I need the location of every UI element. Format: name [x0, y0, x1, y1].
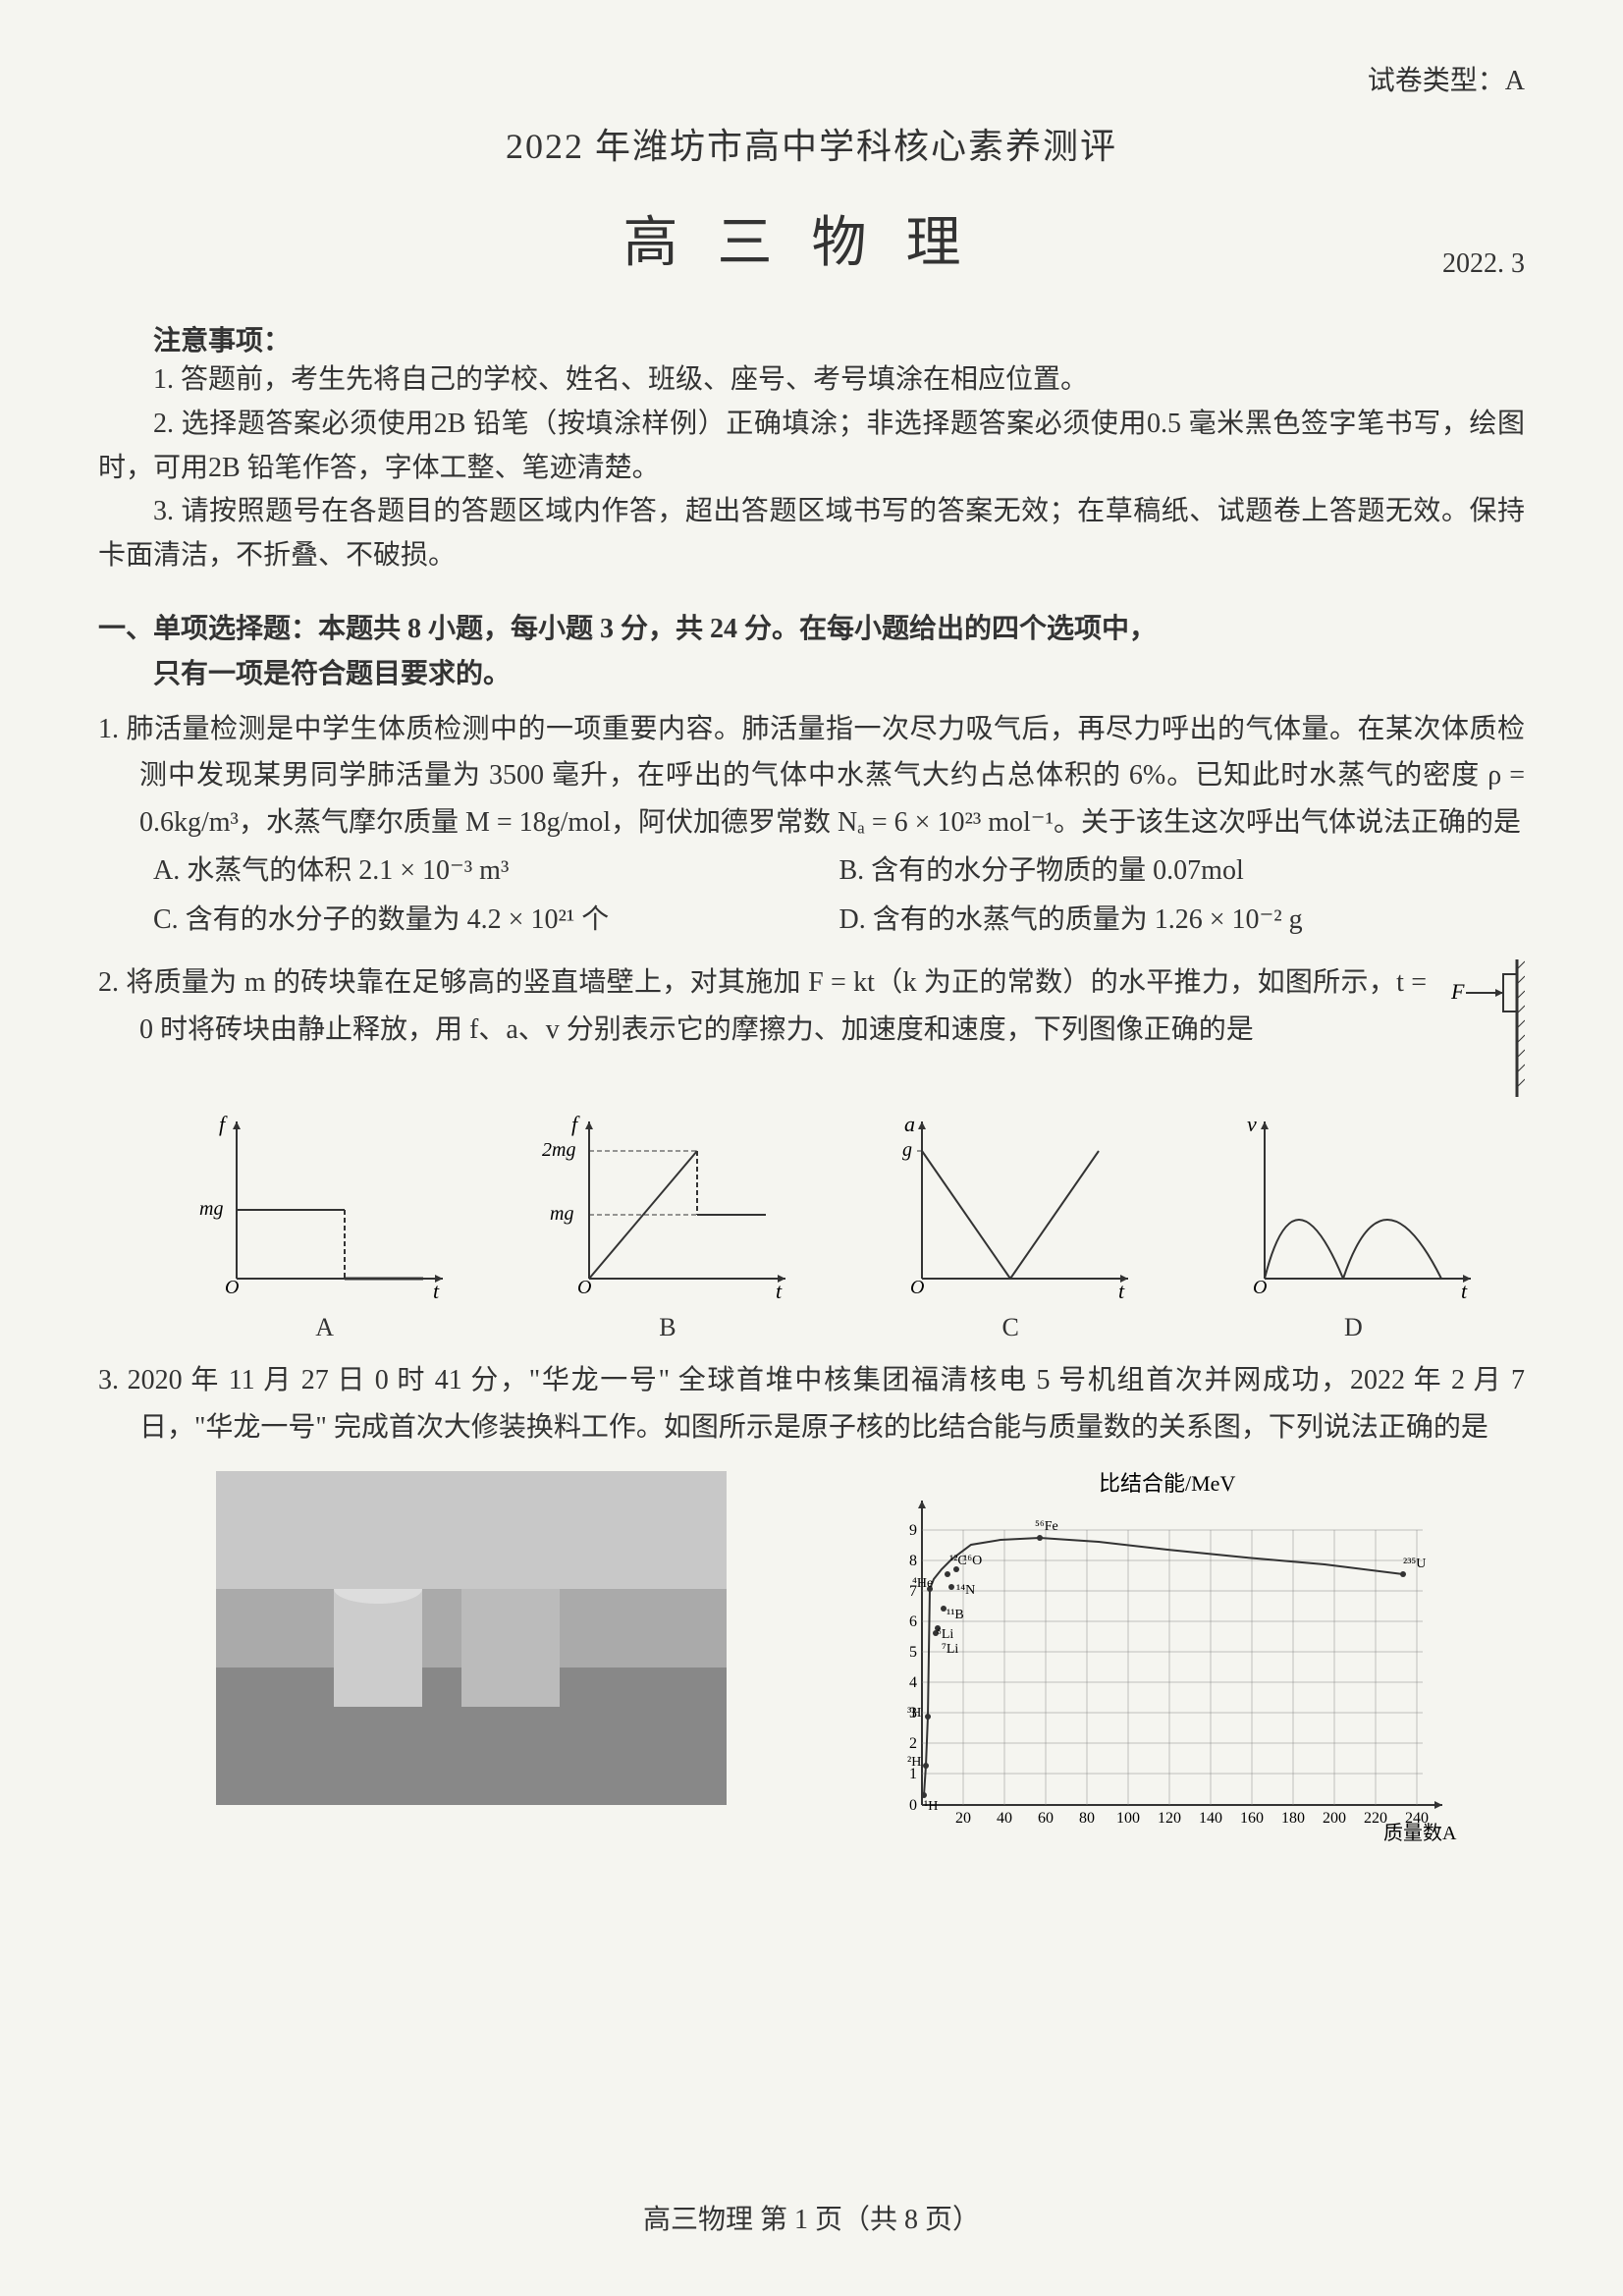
svg-text:120: 120 [1158, 1810, 1181, 1827]
svg-text:t: t [433, 1279, 440, 1303]
svg-text:t: t [1118, 1279, 1125, 1303]
svg-text:⁶Li: ⁶Li [937, 1627, 953, 1642]
svg-text:¹⁴N: ¹⁴N [956, 1583, 975, 1598]
notice-item-3: 3. 请按照题号在各题目的答题区域内作答，超出答题区域书写的答案无效；在草稿纸、… [98, 490, 1525, 578]
svg-text:60: 60 [1038, 1810, 1054, 1827]
svg-text:t: t [1461, 1279, 1468, 1303]
svg-text:6: 6 [909, 1613, 917, 1630]
q1-option-a: A. 水蒸气的体积 2.1 × 10⁻³ m³ [153, 847, 839, 896]
main-title: 2022 年潍坊市高中学科核心素养测评 [98, 118, 1525, 169]
page-footer: 高三物理 第 1 页（共 8 页） [0, 2198, 1623, 2237]
graph-b: f t O 2mg mg B [540, 1112, 795, 1342]
q1-option-c: C. 含有的水分子的数量为 4.2 × 10²¹ 个 [153, 896, 839, 945]
binding-energy-chart: 比结合能/MeV [853, 1471, 1462, 1844]
svg-text:4: 4 [909, 1674, 917, 1691]
svg-text:140: 140 [1199, 1810, 1222, 1827]
svg-text:40: 40 [997, 1810, 1012, 1827]
svg-text:t: t [776, 1279, 783, 1303]
q3-figures: 比结合能/MeV [98, 1471, 1525, 1844]
question-3: 3. 2020 年 11 月 27 日 0 时 41 分，"华龙一号" 全球首堆… [98, 1357, 1525, 1450]
graph-a-label: A [197, 1313, 453, 1342]
graph-c-label: C [883, 1313, 1138, 1342]
notice-item-2: 2. 选择题答案必须使用2B 铅笔（按填涂样例）正确填涂；非选择题答案必须使用0… [98, 403, 1525, 491]
q1-options-row2: C. 含有的水分子的数量为 4.2 × 10²¹ 个 D. 含有的水蒸气的质量为… [98, 896, 1525, 945]
svg-text:¹H: ¹H [924, 1799, 938, 1814]
section-1-header-line2: 只有一项是符合题目要求的。 [98, 652, 1525, 691]
graph-a: f t O mg A [197, 1112, 453, 1342]
chart-xlabel: 质量数A [1383, 1822, 1457, 1844]
svg-text:⁵⁶Fe: ⁵⁶Fe [1035, 1519, 1058, 1534]
chart-ylabel: 比结合能/MeV [1099, 1471, 1235, 1496]
svg-text:f: f [571, 1112, 580, 1136]
svg-text:²³⁵U: ²³⁵U [1403, 1557, 1426, 1571]
svg-text:160: 160 [1240, 1810, 1264, 1827]
svg-text:O: O [577, 1277, 591, 1298]
svg-text:mg: mg [199, 1198, 223, 1220]
svg-text:O: O [910, 1277, 924, 1298]
question-2: 2. 将质量为 m 的砖块靠在足够高的竖直墙壁上，对其施加 F = kt（k 为… [98, 959, 1525, 1097]
svg-text:100: 100 [1116, 1810, 1140, 1827]
question-1-text: 1. 肺活量检测是中学生体质检测中的一项重要内容。肺活量指一次尽力吸气后，再尽力… [98, 706, 1525, 847]
notice-header: 注意事项： [98, 319, 1525, 358]
svg-text:O: O [1253, 1277, 1267, 1298]
svg-text:0: 0 [909, 1797, 917, 1814]
svg-text:a: a [904, 1112, 915, 1136]
svg-text:2: 2 [909, 1735, 917, 1752]
q2-graphs: f t O mg A f t O 2mg mg B [98, 1112, 1525, 1342]
force-label: F [1450, 979, 1465, 1004]
svg-text:³H: ³H [907, 1706, 921, 1721]
svg-text:2mg: 2mg [542, 1139, 575, 1161]
svg-text:⁷Li: ⁷Li [942, 1642, 958, 1657]
svg-text:180: 180 [1281, 1810, 1305, 1827]
svg-text:5: 5 [909, 1644, 917, 1661]
svg-text:¹⁶O: ¹⁶O [963, 1554, 982, 1568]
svg-text:¹¹B: ¹¹B [947, 1608, 964, 1622]
svg-text:200: 200 [1323, 1810, 1346, 1827]
svg-text:8: 8 [909, 1553, 917, 1569]
svg-text:f: f [219, 1112, 228, 1136]
svg-text:v: v [1247, 1112, 1257, 1136]
section-1-header: 一、单项选择题：本题共 8 小题，每小题 3 分，共 24 分。在每小题给出的四… [98, 608, 1525, 652]
graph-d-label: D [1225, 1313, 1481, 1342]
notice-item-1: 1. 答题前，考生先将自己的学校、姓名、班级、座号、考号填涂在相应位置。 [98, 358, 1525, 403]
graph-c: a t O g C [883, 1112, 1138, 1342]
nuclear-plant-photo [216, 1471, 727, 1805]
question-3-text: 3. 2020 年 11 月 27 日 0 时 41 分，"华龙一号" 全球首堆… [98, 1357, 1525, 1450]
q1-options-row1: A. 水蒸气的体积 2.1 × 10⁻³ m³ B. 含有的水分子物质的量 0.… [98, 847, 1525, 896]
graph-b-label: B [540, 1313, 795, 1342]
exam-type-label: 试卷类型：A [98, 59, 1525, 98]
svg-text:⁴He: ⁴He [912, 1576, 933, 1591]
q2-wall-diagram: F [1446, 959, 1525, 1097]
question-2-text: 2. 将质量为 m 的砖块靠在足够高的竖直墙壁上，对其施加 F = kt（k 为… [98, 959, 1427, 1053]
question-1: 1. 肺活量检测是中学生体质检测中的一项重要内容。肺活量指一次尽力吸气后，再尽力… [98, 706, 1525, 847]
graph-d: v t O D [1225, 1112, 1481, 1342]
svg-text:80: 80 [1079, 1810, 1095, 1827]
svg-text:O: O [225, 1277, 239, 1298]
svg-text:²H: ²H [907, 1755, 921, 1770]
svg-text:g: g [902, 1139, 912, 1161]
q1-option-b: B. 含有的水分子物质的量 0.07mol [839, 847, 1526, 896]
svg-text:9: 9 [909, 1522, 917, 1539]
svg-text:20: 20 [955, 1810, 971, 1827]
q1-option-d: D. 含有的水蒸气的质量为 1.26 × 10⁻² g [839, 896, 1526, 945]
svg-text:mg: mg [550, 1203, 573, 1225]
